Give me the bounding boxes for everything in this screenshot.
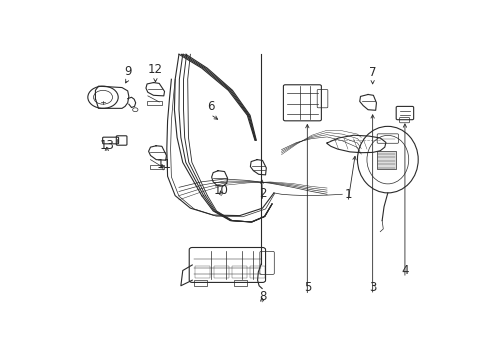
Text: 7: 7 bbox=[369, 66, 376, 79]
Bar bbox=[196, 266, 211, 278]
Bar bbox=[150, 165, 164, 169]
Bar bbox=[194, 280, 207, 286]
Text: 12: 12 bbox=[148, 63, 163, 76]
Text: 8: 8 bbox=[259, 290, 266, 303]
Text: 4: 4 bbox=[401, 264, 409, 276]
Text: 13: 13 bbox=[99, 139, 114, 152]
Text: 11: 11 bbox=[156, 158, 172, 171]
Bar bbox=[232, 266, 247, 278]
Text: 5: 5 bbox=[304, 281, 311, 294]
Text: 2: 2 bbox=[259, 187, 266, 200]
Text: 6: 6 bbox=[207, 100, 214, 113]
Text: 10: 10 bbox=[214, 184, 229, 197]
Text: 1: 1 bbox=[344, 188, 352, 201]
Bar bbox=[147, 101, 162, 105]
Text: 3: 3 bbox=[369, 280, 376, 293]
Text: 9: 9 bbox=[124, 64, 131, 77]
Bar bbox=[234, 280, 247, 286]
Bar bbox=[214, 266, 229, 278]
Bar bbox=[250, 266, 265, 278]
Bar bbox=[377, 151, 396, 169]
